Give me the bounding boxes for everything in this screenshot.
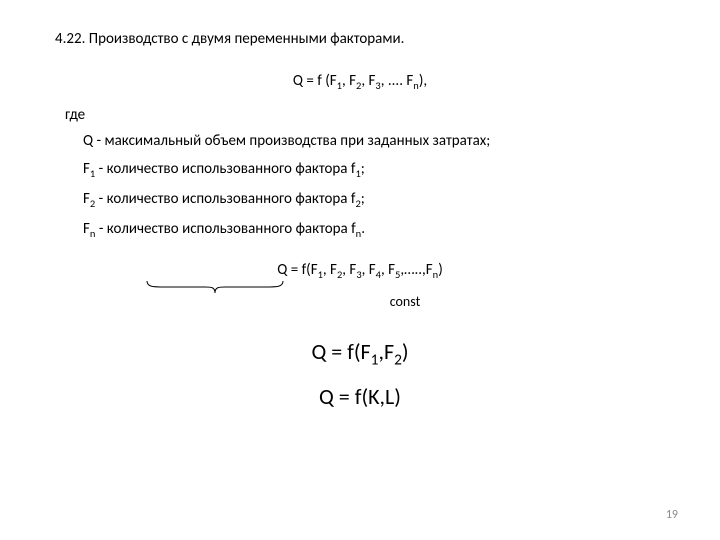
- def-fn-mid: - количество использованного фактора f: [95, 220, 355, 238]
- b1-post: ): [402, 338, 409, 365]
- formula-kl: Q = f(K,L): [55, 383, 665, 410]
- def-f1-pre: F: [83, 160, 90, 178]
- f1-m3: , .... F: [381, 72, 414, 90]
- where-label: где: [65, 106, 665, 124]
- def-f1: F1 - количество использованного фактора …: [83, 160, 665, 180]
- def-q: Q - максимальный объем производства при …: [83, 132, 665, 150]
- def-fn-post: .: [361, 220, 365, 238]
- b1-m: ,F: [378, 338, 394, 365]
- def-fn-pre: F: [83, 220, 90, 238]
- def-f2: F2 - количество использованного фактора …: [83, 190, 665, 210]
- section-heading: 4.22. Производство с двумя переменными ф…: [55, 30, 665, 48]
- f2-m5: ,…..,F: [400, 261, 432, 279]
- formula-general: Q = f (F1, F2, F3, .... Fn),: [55, 72, 665, 92]
- def-f2-mid: - количество использованного фактора f: [95, 190, 355, 208]
- const-label: const: [145, 293, 665, 310]
- f2-m2: , F: [342, 261, 356, 279]
- f1-pre: Q = f (F: [293, 72, 337, 90]
- f2-pre: Q = f(F: [277, 261, 317, 279]
- f2-post: ): [438, 261, 443, 279]
- f1-m2: , F: [361, 72, 375, 90]
- def-f1-mid: - количество использованного фактора f: [95, 160, 355, 178]
- f1-post: ),: [419, 72, 427, 90]
- def-fn: Fn - количество использованного фактора …: [83, 220, 665, 240]
- f2-m1: , F: [323, 261, 337, 279]
- def-f2-pre: F: [83, 190, 90, 208]
- f2-m4: , F: [381, 261, 395, 279]
- definitions: Q - максимальный объем производства при …: [83, 132, 665, 240]
- def-f2-post: ;: [361, 190, 365, 208]
- formula-expanded: Q = f(F1, F2, F3, F4, F5,…..,Fn): [277, 261, 443, 281]
- b1-s2: 2: [394, 350, 402, 369]
- page-number: 19: [666, 508, 678, 522]
- f2-m3: , F: [362, 261, 376, 279]
- formula-two-factors: Q = f(F1,F2): [55, 338, 665, 369]
- formula-expanded-wrap: Q = f(F1, F2, F3, F4, F5,…..,Fn) const: [55, 260, 665, 310]
- b1-pre: Q = f(F: [311, 338, 370, 365]
- def-f1-post: ;: [361, 160, 365, 178]
- f1-m1: , F: [342, 72, 356, 90]
